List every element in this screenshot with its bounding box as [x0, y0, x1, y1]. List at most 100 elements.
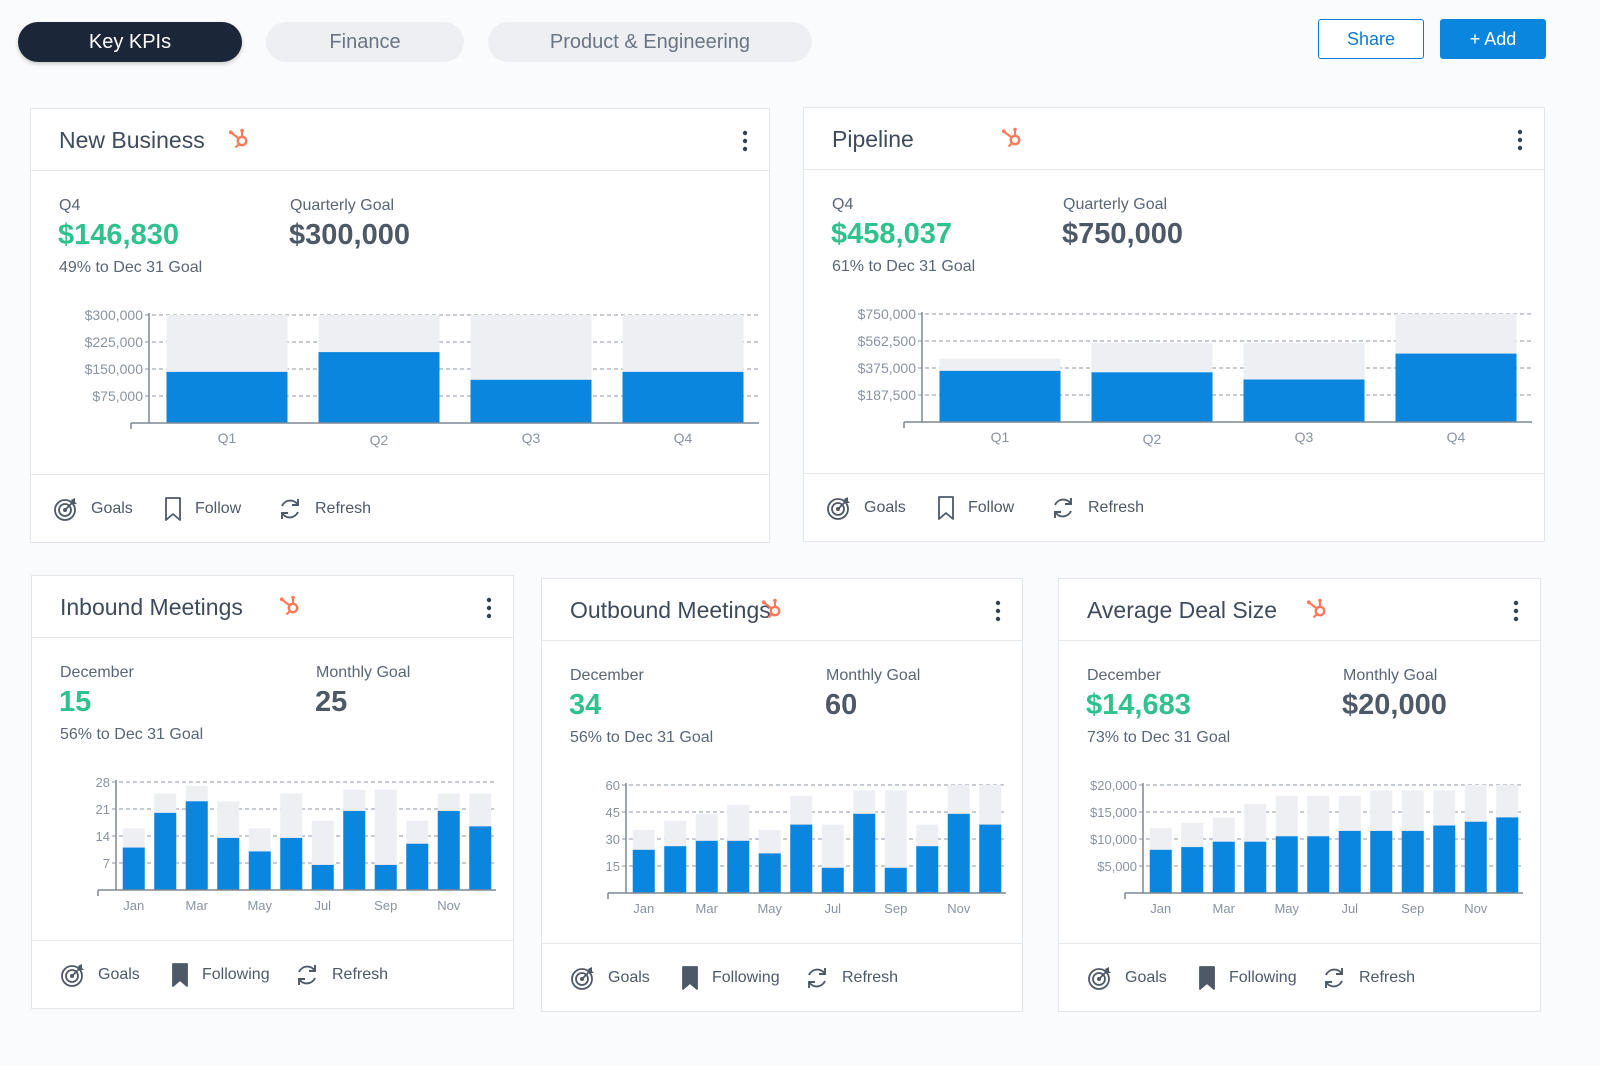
actual-bar — [374, 864, 397, 890]
bookmark-filled-icon — [1199, 966, 1215, 990]
actual-bar — [154, 812, 177, 890]
y-tick-label: $375,000 — [858, 360, 917, 376]
y-tick-label: 7 — [103, 856, 110, 871]
goal-value: 60 — [825, 689, 858, 721]
following-button[interactable]: Following — [170, 961, 270, 989]
more-options-icon[interactable] — [741, 130, 749, 152]
kpi-bar-chart: $750,000 $562,500 $375,000 $187,500 Q1 Q2 Q3 Q4 — [858, 306, 1532, 447]
goals-target-icon — [571, 967, 594, 990]
goals-target-icon — [61, 964, 84, 987]
refresh-label: Refresh — [842, 969, 899, 986]
y-tick-label: $562,500 — [858, 333, 917, 349]
more-options-icon[interactable] — [994, 600, 1002, 622]
follow-label: Follow — [195, 500, 242, 517]
bookmark-icon — [165, 497, 181, 521]
goals-label: Goals — [91, 500, 133, 517]
x-tick-label: Sep — [1401, 901, 1424, 916]
refresh-button[interactable]: Refresh — [804, 964, 898, 992]
card-average-deal-size: Average Deal Size December $14,683 73% to D… — [1058, 578, 1541, 1012]
card-header: Average Deal Size — [1059, 579, 1540, 641]
goals-target-icon — [827, 497, 850, 520]
actual-bar — [343, 810, 366, 890]
actual-bar — [853, 813, 876, 893]
goals-label: Goals — [864, 499, 906, 516]
goals-button[interactable]: Goals — [60, 961, 140, 989]
actual-bar — [185, 801, 208, 890]
goals-button[interactable]: Goals — [826, 494, 906, 522]
card-inbound-meetings: Inbound Meetings December 15 56% to Dec 31 … — [31, 575, 514, 1009]
card-footer: Goals Following Refresh — [542, 943, 1022, 1011]
period-label: December — [570, 667, 644, 684]
x-tick-label: Nov — [947, 901, 971, 916]
y-tick-label: $150,000 — [85, 361, 144, 377]
card-header: Outbound Meetings — [542, 579, 1022, 641]
actual-bar — [217, 837, 240, 890]
actual-bar — [758, 853, 781, 893]
following-button[interactable]: Following — [680, 964, 780, 992]
card-outbound-meetings: Outbound Meetings December 34 56% to Dec 31… — [541, 578, 1023, 1012]
tab-product-engineering[interactable]: Product & Engineering — [488, 22, 812, 62]
x-tick-label: Nov — [1464, 901, 1488, 916]
goals-label: Goals — [1125, 969, 1167, 986]
card-footer: Goals Following Refresh — [32, 940, 513, 1008]
card-header: Pipeline — [804, 108, 1544, 170]
refresh-button[interactable]: Refresh — [1321, 964, 1415, 992]
x-tick-label: Q4 — [1447, 429, 1466, 445]
actual-bar — [1496, 817, 1519, 893]
goals-button[interactable]: Goals — [1087, 964, 1167, 992]
period-label: December — [1087, 667, 1161, 684]
x-tick-label: Jan — [1150, 901, 1171, 916]
actual-bar — [1433, 825, 1456, 893]
y-tick-label: $75,000 — [92, 388, 143, 404]
refresh-label: Refresh — [1359, 969, 1416, 986]
more-options-icon[interactable] — [1512, 600, 1520, 622]
refresh-button[interactable]: Refresh — [294, 961, 388, 989]
actual-bar — [622, 371, 744, 423]
refresh-button[interactable]: Refresh — [277, 495, 371, 523]
following-button[interactable]: Following — [1197, 964, 1297, 992]
bookmark-filled-icon — [172, 963, 188, 987]
x-tick-label: Jan — [123, 898, 144, 913]
actual-bar — [916, 846, 939, 893]
current-value: 34 — [569, 689, 602, 721]
goal-progress-text: 61% to Dec 31 Goal — [832, 258, 976, 275]
goals-button[interactable]: Goals — [53, 495, 133, 523]
actual-bar — [318, 352, 440, 423]
follow-button[interactable]: Follow — [936, 494, 1014, 522]
more-options-icon[interactable] — [1516, 129, 1524, 151]
share-button[interactable]: Share — [1318, 19, 1424, 59]
hubspot-icon — [279, 595, 299, 616]
card-footer: Goals Following Refresh — [1059, 943, 1540, 1011]
y-tick-label: 21 — [96, 802, 110, 817]
y-tick-label: $15,000 — [1090, 805, 1137, 820]
follow-button[interactable]: Follow — [163, 495, 241, 523]
actual-bar — [1338, 830, 1361, 893]
x-tick-label: Q1 — [218, 430, 237, 446]
tab-key-kpis[interactable]: Key KPIs — [18, 22, 242, 62]
x-tick-label: Mar — [696, 901, 719, 916]
y-tick-label: $187,500 — [858, 387, 917, 403]
y-tick-label: 60 — [606, 778, 620, 793]
goals-button[interactable]: Goals — [570, 964, 650, 992]
period-label: Q4 — [59, 197, 81, 214]
period-label: December — [60, 664, 134, 681]
goals-label: Goals — [98, 966, 140, 983]
refresh-button[interactable]: Refresh — [1050, 494, 1144, 522]
refresh-label: Refresh — [315, 500, 372, 517]
card-footer: Goals Follow Refresh — [804, 473, 1544, 541]
more-options-icon[interactable] — [485, 597, 493, 619]
x-tick-label: Q1 — [991, 429, 1010, 445]
actual-bar — [166, 371, 288, 423]
x-tick-label: Mar — [186, 898, 209, 913]
x-tick-label: Q3 — [1295, 429, 1314, 445]
goal-label: Monthly Goal — [316, 664, 411, 681]
kpi-bar-chart: $20,000 $15,000 $10,000 $5,000 Jan Mar May Jul S… — [1090, 778, 1523, 916]
x-tick-label: Q2 — [1143, 431, 1162, 447]
card-footer: Goals Follow Refresh — [31, 474, 769, 542]
goal-value: $20,000 — [1342, 689, 1447, 721]
add-button[interactable]: + Add — [1440, 19, 1546, 59]
tab-finance[interactable]: Finance — [266, 22, 464, 62]
actual-bar — [1464, 821, 1487, 893]
actual-bar — [1243, 379, 1365, 422]
actual-bar — [821, 867, 844, 893]
